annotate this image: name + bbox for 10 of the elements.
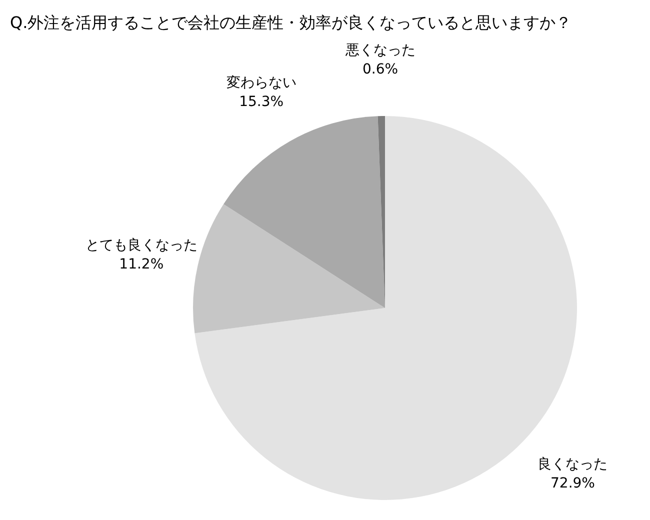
data-label: 11.2% <box>119 256 164 273</box>
slice-label: 悪くなった <box>344 42 416 58</box>
chart-title: Q.外注を活用することで会社の生産性・効率が良くなっていると思いますか？ <box>10 13 572 32</box>
data-label: 0.6% <box>362 61 398 78</box>
slice-label: 変わらない <box>226 75 296 92</box>
pie-slice <box>224 116 385 308</box>
slice-label: とても良くなった <box>85 238 198 254</box>
slice-label: 良くなった <box>538 456 608 472</box>
data-label: 15.3% <box>239 94 284 110</box>
data-label: 72.9% <box>550 475 595 492</box>
